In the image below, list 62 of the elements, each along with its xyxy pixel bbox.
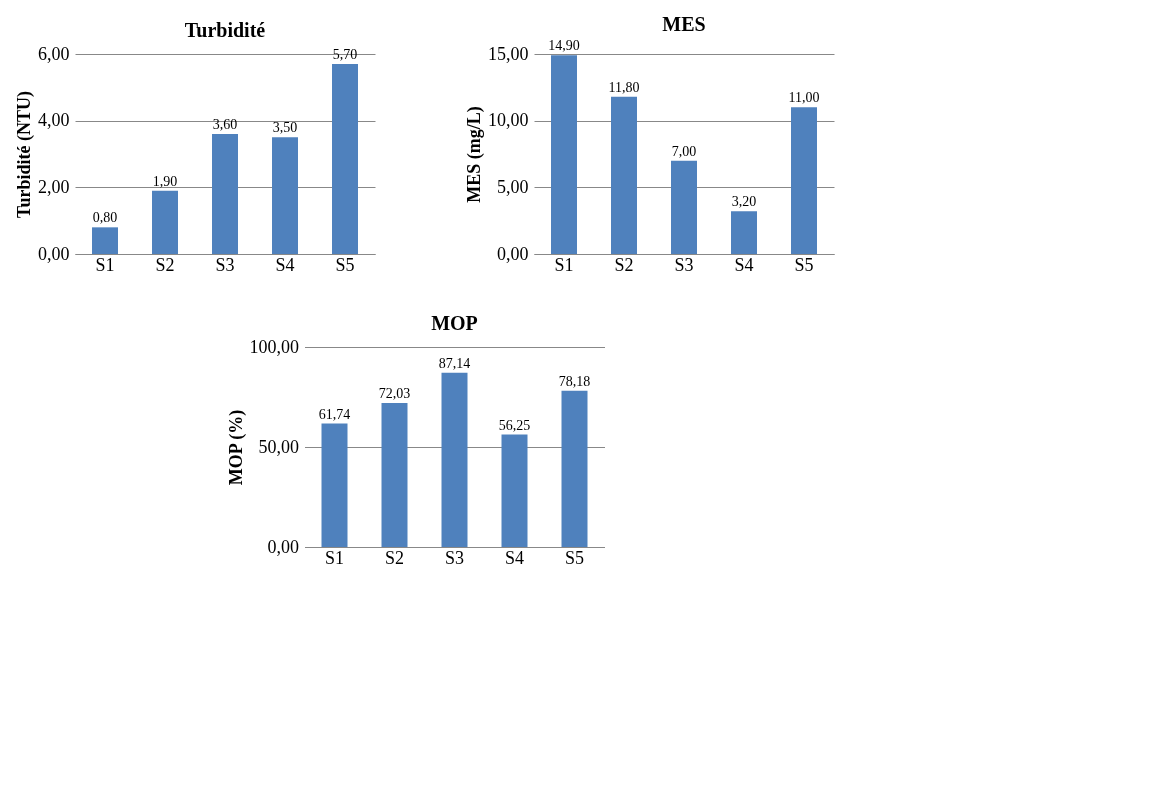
x-tick-label: S2 bbox=[155, 254, 175, 275]
data-label: 3,20 bbox=[731, 194, 757, 210]
x-tick-label: S4 bbox=[734, 254, 754, 275]
y-axis-title: MES (mg/L) bbox=[464, 106, 485, 203]
y-tick-label: 0,00 bbox=[267, 536, 299, 557]
data-label: 11,80 bbox=[608, 79, 640, 95]
y-axis-title: MOP (%) bbox=[225, 409, 247, 486]
bar bbox=[332, 64, 358, 254]
data-label: 3,50 bbox=[272, 120, 298, 136]
y-tick-label: 5,00 bbox=[497, 176, 529, 197]
data-label: 5,70 bbox=[332, 47, 358, 62]
data-label: 72,03 bbox=[378, 385, 411, 401]
x-tick-label: S1 bbox=[554, 254, 574, 275]
x-tick-label: S3 bbox=[674, 254, 694, 275]
data-label: 7,00 bbox=[671, 143, 697, 159]
data-label: 11,00 bbox=[788, 90, 820, 106]
y-tick-label: 0,00 bbox=[38, 243, 70, 264]
x-tick-label: S4 bbox=[275, 254, 295, 275]
bar bbox=[441, 372, 468, 547]
bar bbox=[92, 227, 118, 254]
bar bbox=[272, 137, 298, 254]
data-label: 1,90 bbox=[152, 173, 178, 189]
bar bbox=[212, 134, 238, 254]
bar bbox=[671, 160, 697, 254]
y-tick-label: 6,00 bbox=[38, 43, 70, 64]
data-label: 87,14 bbox=[438, 355, 471, 371]
y-tick-label: 0,00 bbox=[497, 243, 529, 264]
x-tick-label: S1 bbox=[324, 547, 345, 568]
bar bbox=[791, 107, 817, 254]
chart-title: MES bbox=[662, 13, 706, 36]
chart-title: MOP bbox=[431, 312, 478, 334]
bar bbox=[561, 390, 588, 547]
bar bbox=[321, 423, 348, 547]
y-tick-label: 2,00 bbox=[38, 176, 70, 197]
y-axis-title: Turbidité (NTU) bbox=[14, 91, 35, 218]
data-label: 56,25 bbox=[498, 417, 531, 433]
data-label: 0,80 bbox=[92, 210, 118, 226]
data-label: 78,18 bbox=[558, 373, 591, 389]
x-tick-label: S1 bbox=[95, 254, 115, 275]
chart-title: Turbidité bbox=[184, 19, 266, 41]
x-tick-label: S5 bbox=[564, 547, 585, 568]
bar bbox=[731, 211, 757, 254]
x-tick-label: S3 bbox=[444, 547, 465, 568]
bar bbox=[152, 190, 178, 254]
x-tick-label: S4 bbox=[504, 547, 525, 568]
data-label: 14,90 bbox=[548, 38, 580, 54]
x-tick-label: S5 bbox=[335, 254, 355, 275]
x-tick-label: S2 bbox=[384, 547, 405, 568]
bar bbox=[501, 434, 528, 547]
data-label: 3,60 bbox=[212, 117, 238, 132]
y-tick-label: 100,00 bbox=[249, 336, 299, 357]
bar bbox=[381, 402, 408, 547]
bar bbox=[551, 55, 577, 254]
x-tick-label: S2 bbox=[614, 254, 634, 275]
x-tick-label: S3 bbox=[215, 254, 235, 275]
y-tick-label: 10,00 bbox=[488, 110, 529, 131]
y-tick-label: 50,00 bbox=[258, 436, 299, 457]
bar bbox=[611, 96, 637, 254]
y-tick-label: 4,00 bbox=[38, 110, 70, 131]
y-tick-label: 15,00 bbox=[488, 43, 529, 64]
x-tick-label: S5 bbox=[794, 254, 814, 275]
data-label: 61,74 bbox=[318, 406, 351, 422]
